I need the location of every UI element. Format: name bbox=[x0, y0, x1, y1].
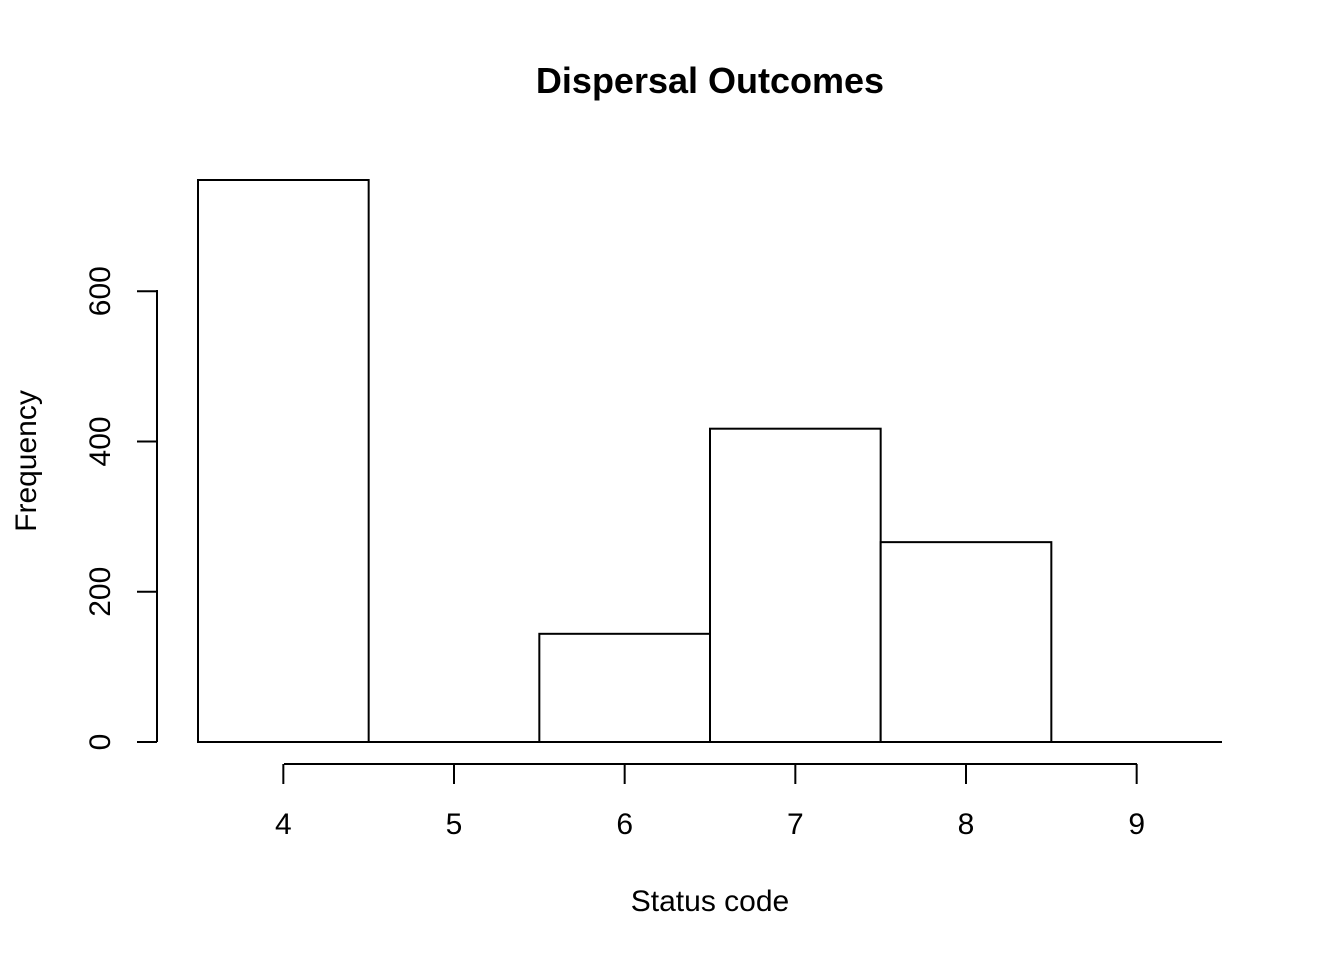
bar-4 bbox=[197, 179, 370, 743]
bar-6 bbox=[538, 632, 711, 744]
y-axis-label: Frequency bbox=[10, 390, 43, 532]
bars-group bbox=[197, 179, 1053, 744]
x-ticks: 4 5 6 7 8 9 bbox=[275, 764, 1145, 841]
y-tick-label-0: 0 bbox=[84, 734, 117, 751]
x-axis: 4 5 6 7 8 9 bbox=[275, 763, 1145, 841]
x-tick-label-4: 4 bbox=[275, 808, 292, 841]
y-ticks: 0 200 400 600 bbox=[84, 266, 157, 750]
x-tick-label-8: 8 bbox=[958, 808, 975, 841]
y-tick-label-400: 400 bbox=[84, 416, 117, 466]
x-tick-label-7: 7 bbox=[787, 808, 804, 841]
y-tick-label-600: 600 bbox=[84, 266, 117, 316]
x-tick-label-5: 5 bbox=[446, 808, 463, 841]
x-tick-label-9: 9 bbox=[1128, 808, 1145, 841]
y-axis: 0 200 400 600 bbox=[84, 266, 158, 750]
x-axis-label: Status code bbox=[631, 885, 789, 918]
bar-7 bbox=[709, 427, 882, 743]
chart-title: Dispersal Outcomes bbox=[536, 60, 884, 101]
x-tick-label-6: 6 bbox=[616, 808, 633, 841]
bar-8 bbox=[879, 541, 1053, 744]
y-tick-label-200: 200 bbox=[84, 567, 117, 617]
